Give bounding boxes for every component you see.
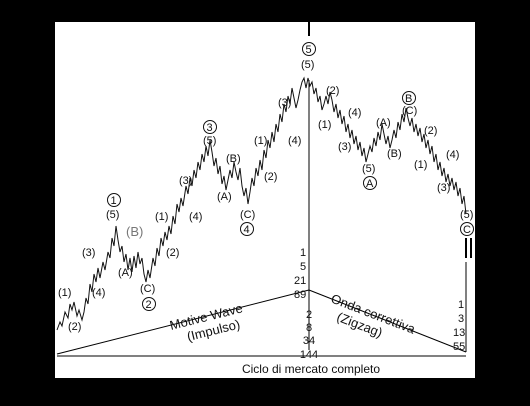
corrective-count-1: 3 (458, 313, 464, 325)
center-count-0: 2 (306, 309, 312, 321)
label-impulse-w1c: (1) (254, 135, 267, 147)
corrective-count-3: 55 (453, 341, 465, 353)
label-corr-w5b: (5) (460, 209, 473, 221)
label-circle-3: 3 (207, 122, 213, 134)
corrective-count-2: 13 (453, 327, 465, 339)
label-circle-B: B (405, 93, 412, 105)
label-impulse-wC: (C) (140, 283, 155, 295)
motive-count-2: 21 (294, 275, 306, 287)
label-corr-wB: (B) (387, 148, 402, 160)
label-corr-w4b: (4) (446, 149, 459, 161)
label-impulse-wA2: (A) (217, 191, 232, 203)
label-corr-wA: (A) (376, 117, 391, 129)
label-impulse-w3: (3) (82, 247, 95, 259)
motive-count-1: 5 (300, 261, 306, 273)
label-circle-5-top: 5 (306, 44, 312, 56)
label-corr-w5: (5) (362, 163, 375, 175)
circle-A (363, 176, 377, 190)
corrective-count-0: 1 (458, 299, 464, 311)
label-circle-C: C (463, 224, 471, 236)
circle-4 (240, 222, 254, 236)
corrective-base-line (308, 289, 467, 353)
label-corr-w3b: (3) (437, 182, 450, 194)
label-impulse-w5: (5) (106, 209, 119, 221)
label-impulse-wB2: (B) (226, 153, 241, 165)
label-corr-w1b: (1) (414, 159, 427, 171)
label-impulse-w3b: (3) (179, 175, 192, 187)
label-circle-2: 2 (146, 299, 152, 311)
label-corr-w1: (1) (318, 119, 331, 131)
label-corr-w2b: (2) (424, 125, 437, 137)
circle-C (460, 222, 474, 236)
price-path (56, 76, 467, 331)
label-impulse-w2c: (2) (264, 171, 277, 183)
label-impulse-w5b: (5) (203, 135, 216, 147)
circle-5-top (302, 42, 316, 56)
label-impulse-wC2: (C) (240, 209, 255, 221)
circle-2 (142, 297, 156, 311)
label-impulse-wA: (A) (118, 267, 133, 279)
label-impulse-w5c: (5) (301, 59, 314, 71)
label-circle-1: 1 (111, 195, 117, 207)
label-corr-w2: (2) (326, 85, 339, 97)
label-impulse-w2: (2) (68, 321, 81, 333)
motive-count-3: 89 (294, 289, 306, 301)
label-impulse-wB-big: (B) (126, 224, 143, 239)
label-corr-w4: (4) (348, 107, 361, 119)
center-count-2: 34 (303, 335, 315, 347)
cycle-caption: Ciclo di mercato completo (242, 362, 380, 376)
diagram-background (55, 22, 475, 378)
center-count-1: 8 (306, 322, 312, 334)
label-impulse-w1b: (1) (155, 211, 168, 223)
label-impulse-w4c: (4) (288, 135, 301, 147)
label-impulse-w1: (1) (58, 287, 71, 299)
motive-base-line (56, 289, 310, 355)
label-circle-A: A (366, 178, 374, 190)
center-count-3: 144 (300, 349, 318, 361)
motive-count-0: 1 (300, 247, 306, 259)
label-circle-4: 4 (244, 224, 250, 236)
label-impulse-w4b: (4) (189, 211, 202, 223)
label-corr-w3: (3) (338, 141, 351, 153)
label-impulse-w3c: (3) (278, 97, 291, 109)
label-corr-wC: (C) (402, 105, 417, 117)
circle-3 (203, 120, 217, 134)
label-impulse-w4: (4) (92, 287, 105, 299)
circle-B (402, 91, 416, 105)
label-impulse-w2b: (2) (166, 247, 179, 259)
circle-1 (107, 193, 121, 207)
